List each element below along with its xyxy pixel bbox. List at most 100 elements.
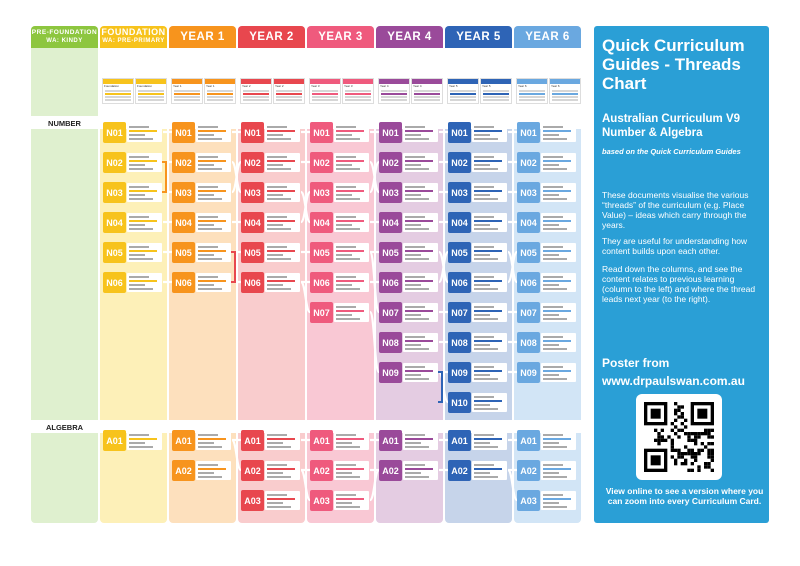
curriculum-card-n06[interactable]: N06 [310,272,370,293]
curriculum-card-n01[interactable]: N01 [517,122,577,143]
curriculum-card-a01[interactable]: A01 [172,430,232,451]
curriculum-card-n08[interactable]: N08 [379,332,439,353]
column-header: YEAR 1 [169,26,236,48]
curriculum-card-a02[interactable]: A02 [448,460,508,481]
poster-label: Poster from [602,356,670,370]
card-preview [472,183,507,202]
curriculum-card-a02[interactable]: A02 [379,460,439,481]
curriculum-card-n01[interactable]: N01 [172,122,232,143]
card-code: A01 [241,430,264,451]
curriculum-card-n03[interactable]: N03 [517,182,577,203]
card-code: A01 [448,430,471,451]
curriculum-card-n07[interactable]: N07 [379,302,439,323]
curriculum-card-n01[interactable]: N01 [241,122,301,143]
curriculum-card-n06[interactable]: N06 [172,272,232,293]
curriculum-card-n02[interactable]: N02 [517,152,577,173]
guide-thumbnail[interactable]: Year 2 [273,78,305,104]
curriculum-card-n04[interactable]: N04 [379,212,439,233]
curriculum-card-n04[interactable]: N04 [172,212,232,233]
curriculum-card-n05[interactable]: N05 [448,242,508,263]
card-code: N04 [103,212,126,233]
poster-url[interactable]: www.drpaulswan.com.au [602,374,745,388]
curriculum-card-n04[interactable]: N04 [241,212,301,233]
curriculum-card-n03[interactable]: N03 [448,182,508,203]
guide-thumbnail[interactable]: Year 6 [549,78,581,104]
curriculum-card-n09[interactable]: N09 [379,362,439,383]
curriculum-card-n03[interactable]: N03 [241,182,301,203]
curriculum-card-a01[interactable]: A01 [448,430,508,451]
curriculum-card-n07[interactable]: N07 [310,302,370,323]
curriculum-card-n03[interactable]: N03 [310,182,370,203]
curriculum-card-n03[interactable]: N03 [172,182,232,203]
guide-thumbnail[interactable]: Year 1 [204,78,236,104]
curriculum-card-n06[interactable]: N06 [379,272,439,293]
card-preview [472,123,507,142]
strand-separator [445,420,512,433]
curriculum-card-n09[interactable]: N09 [448,362,508,383]
guide-thumbnail[interactable]: Year 2 [240,78,272,104]
guide-thumbnail[interactable]: Year 3 [342,78,374,104]
curriculum-card-n05[interactable]: N05 [379,242,439,263]
guide-thumbnail[interactable]: Year 1 [171,78,203,104]
guide-thumbnail[interactable]: Year 3 [309,78,341,104]
guide-thumbnail[interactable]: Year 4 [378,78,410,104]
curriculum-card-a01[interactable]: A01 [241,430,301,451]
curriculum-card-n04[interactable]: N04 [517,212,577,233]
curriculum-card-n02[interactable]: N02 [172,152,232,173]
curriculum-card-a01[interactable]: A01 [517,430,577,451]
curriculum-card-a01[interactable]: A01 [103,430,163,451]
curriculum-card-n04[interactable]: N04 [448,212,508,233]
curriculum-card-n08[interactable]: N08 [517,332,577,353]
card-preview [541,213,576,232]
curriculum-card-n03[interactable]: N03 [103,182,163,203]
guide-thumbnail[interactable]: Year 4 [411,78,443,104]
curriculum-card-n06[interactable]: N06 [517,272,577,293]
card-code: A01 [103,430,126,451]
guide-thumbnail[interactable]: Foundation [102,78,134,104]
guide-thumbnail[interactable]: Year 5 [447,78,479,104]
curriculum-card-n04[interactable]: N04 [103,212,163,233]
curriculum-card-n05[interactable]: N05 [517,242,577,263]
curriculum-card-a02[interactable]: A02 [172,460,232,481]
curriculum-card-n02[interactable]: N02 [448,152,508,173]
qr-code[interactable] [636,394,722,480]
curriculum-card-a02[interactable]: A02 [310,460,370,481]
curriculum-card-n07[interactable]: N07 [517,302,577,323]
curriculum-card-n03[interactable]: N03 [379,182,439,203]
guide-thumbnail[interactable]: Foundation [135,78,167,104]
curriculum-card-n07[interactable]: N07 [448,302,508,323]
card-code: N06 [172,272,195,293]
curriculum-card-a03[interactable]: A03 [241,490,301,511]
curriculum-card-a03[interactable]: A03 [310,490,370,511]
curriculum-card-a01[interactable]: A01 [310,430,370,451]
curriculum-card-n06[interactable]: N06 [448,272,508,293]
curriculum-card-a02[interactable]: A02 [241,460,301,481]
curriculum-card-a02[interactable]: A02 [517,460,577,481]
curriculum-card-n02[interactable]: N02 [379,152,439,173]
curriculum-card-n08[interactable]: N08 [448,332,508,353]
curriculum-card-n01[interactable]: N01 [103,122,163,143]
guide-thumbnail[interactable]: Year 6 [516,78,548,104]
curriculum-card-n02[interactable]: N02 [241,152,301,173]
guide-thumbnails: Year 2 Year 2 [238,48,305,126]
curriculum-card-n05[interactable]: N05 [103,242,163,263]
curriculum-card-n02[interactable]: N02 [103,152,163,173]
column-header: FOUNDATION WA: PRE-PRIMARY [100,26,167,48]
curriculum-card-a01[interactable]: A01 [379,430,439,451]
curriculum-card-n05[interactable]: N05 [172,242,232,263]
card-code: N06 [379,272,402,293]
curriculum-card-n10[interactable]: N10 [448,392,508,413]
curriculum-card-n06[interactable]: N06 [103,272,163,293]
curriculum-card-n05[interactable]: N05 [310,242,370,263]
curriculum-card-n01[interactable]: N01 [379,122,439,143]
curriculum-card-n04[interactable]: N04 [310,212,370,233]
curriculum-card-n05[interactable]: N05 [241,242,301,263]
curriculum-card-n02[interactable]: N02 [310,152,370,173]
curriculum-card-a03[interactable]: A03 [517,490,577,511]
curriculum-card-n01[interactable]: N01 [448,122,508,143]
strand-separator [307,420,374,433]
curriculum-card-n06[interactable]: N06 [241,272,301,293]
curriculum-card-n01[interactable]: N01 [310,122,370,143]
curriculum-card-n09[interactable]: N09 [517,362,577,383]
guide-thumbnail[interactable]: Year 5 [480,78,512,104]
